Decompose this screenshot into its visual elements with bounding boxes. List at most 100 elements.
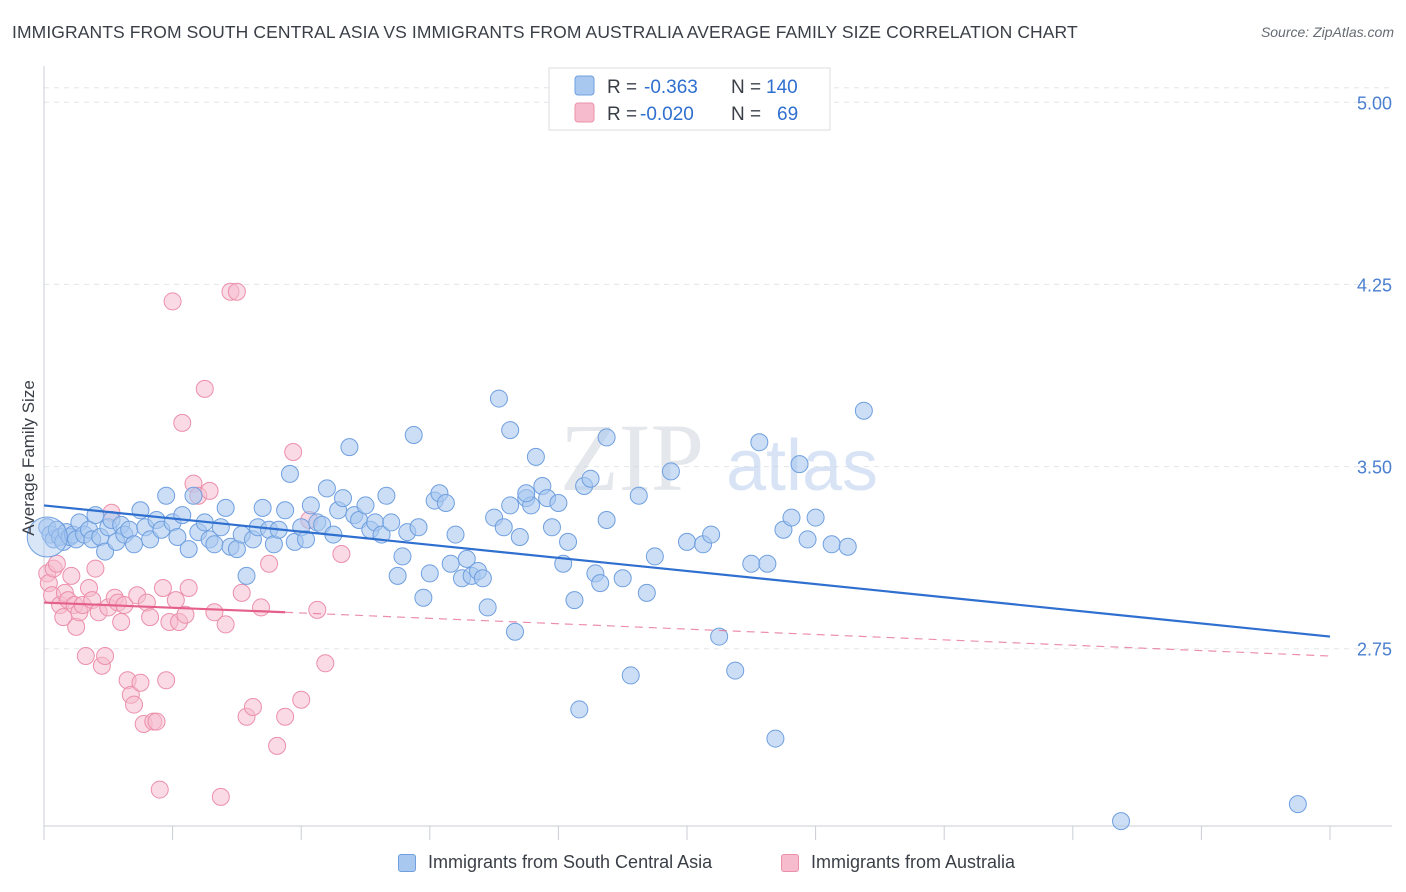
- south-central-asia-point: [782, 508, 801, 527]
- south-central-asia-point: [742, 554, 761, 573]
- south-central-asia-point: [661, 462, 680, 481]
- legend-n-value-1: 140: [766, 77, 798, 98]
- legend-n-label-2: N =: [731, 104, 761, 125]
- south-central-asia-point: [501, 421, 520, 440]
- australia-point: [292, 690, 311, 709]
- south-central-asia-point: [478, 598, 497, 617]
- south-central-asia-point: [168, 528, 187, 546]
- australia-point: [163, 292, 182, 311]
- south-central-asia-point: [280, 464, 299, 483]
- south-central-asia-point: [356, 496, 375, 515]
- trend-line-south-central-asia: [43, 504, 1331, 638]
- watermark: ZIP atlas: [560, 404, 878, 511]
- south-central-asia-point: [798, 530, 817, 549]
- trend-line-australia: [43, 601, 286, 614]
- legend-r-value-2: -0.020: [640, 104, 694, 125]
- south-central-asia-point: [317, 479, 336, 498]
- australia-point: [76, 647, 95, 665]
- australia-point: [216, 615, 235, 634]
- south-central-asia-point: [517, 484, 536, 503]
- south-central-asia-point: [597, 428, 616, 447]
- south-central-asia-point: [822, 535, 841, 554]
- australia-point: [166, 591, 185, 610]
- south-central-asia-point: [549, 494, 568, 512]
- y-tick-label: 5.00: [1357, 93, 1392, 113]
- australia-point: [308, 600, 327, 619]
- south-central-asia-point: [637, 583, 656, 602]
- y-axis-label: Average Family Size: [19, 380, 38, 536]
- south-central-asia-point: [301, 496, 320, 515]
- south-central-asia-point: [758, 554, 777, 573]
- south-central-asia-point: [838, 537, 857, 556]
- south-central-asia-point: [441, 554, 460, 573]
- south-central-asia-point: [621, 666, 640, 685]
- australia-point: [147, 712, 166, 731]
- south-central-asia-point: [237, 566, 256, 585]
- trend-lines: [43, 504, 1331, 657]
- legend-top: R = -0.363 N = 140 R = -0.020 N = 69: [548, 67, 831, 131]
- south-central-asia-point: [253, 498, 272, 517]
- south-central-asia-point: [436, 494, 455, 512]
- south-central-asia-cluster: [26, 516, 68, 558]
- south-central-asia-point: [726, 661, 745, 680]
- australia-point: [62, 566, 81, 585]
- australia-point: [284, 443, 303, 461]
- south-central-asia-point: [446, 525, 465, 544]
- australia-point: [211, 787, 230, 806]
- axes: [43, 66, 1392, 840]
- south-central-asia-point: [806, 508, 825, 527]
- south-central-asia-point: [340, 438, 359, 457]
- south-central-asia-point: [790, 455, 809, 474]
- south-central-asia-point: [766, 729, 785, 748]
- australia-point: [137, 593, 156, 612]
- australia-point: [227, 282, 246, 301]
- source-label: Source: ZipAtlas.com: [1260, 24, 1394, 40]
- australia-point: [276, 707, 295, 726]
- south-central-asia-point: [414, 588, 433, 607]
- australia-point: [332, 545, 351, 563]
- south-central-asia-point: [581, 469, 600, 488]
- legend-label-australia: Immigrants from Australia: [811, 852, 1016, 872]
- australia-point: [179, 579, 198, 597]
- legend-item-australia: Immigrants from Australia: [781, 852, 1015, 873]
- south-central-asia-point: [854, 401, 873, 420]
- australia-point: [112, 613, 131, 631]
- south-central-asia-point: [494, 518, 513, 537]
- trend-line-australia-extension: [285, 611, 1331, 657]
- y-tick-label: 2.75: [1357, 640, 1392, 660]
- australia-point: [153, 579, 172, 597]
- gridlines: [44, 87, 1392, 650]
- south-central-asia-point: [505, 622, 524, 641]
- south-central-asia-point: [629, 486, 648, 505]
- south-central-asia-point: [542, 518, 561, 537]
- australia-point: [173, 413, 192, 432]
- south-central-asia-point: [404, 426, 423, 444]
- south-central-asia-point: [613, 569, 632, 588]
- australia-point: [96, 647, 115, 665]
- south-central-asia-point: [750, 433, 769, 452]
- y-tick-label: 3.50: [1357, 458, 1392, 478]
- legend-r-label-2: R =: [607, 104, 637, 125]
- australia-point: [86, 559, 105, 578]
- australia-points: [38, 282, 351, 806]
- south-central-asia-point: [710, 627, 729, 646]
- south-central-asia-point: [489, 389, 508, 408]
- australia-point: [131, 673, 150, 692]
- south-central-asia-point: [597, 511, 616, 529]
- legend-bottom: Immigrants from South Central Asia Immig…: [0, 850, 1406, 880]
- south-central-asia-point: [591, 574, 610, 593]
- legend-r-value-1: -0.363: [644, 77, 698, 98]
- chart-title: IMMIGRANTS FROM SOUTH CENTRAL ASIA VS IM…: [12, 22, 1078, 42]
- australia-point: [47, 554, 66, 573]
- legend-r-label-1: R =: [607, 77, 637, 98]
- south-central-asia-point: [420, 564, 439, 583]
- south-central-asia-points: [26, 389, 1307, 831]
- australia-point: [316, 654, 335, 673]
- south-central-asia-point: [678, 532, 696, 551]
- south-central-asia-point: [393, 547, 412, 566]
- south-central-asia-point: [510, 528, 529, 546]
- south-central-asia-point: [501, 496, 520, 515]
- south-central-asia-point: [645, 547, 664, 566]
- australia-point: [200, 481, 219, 500]
- australia-point: [205, 603, 224, 622]
